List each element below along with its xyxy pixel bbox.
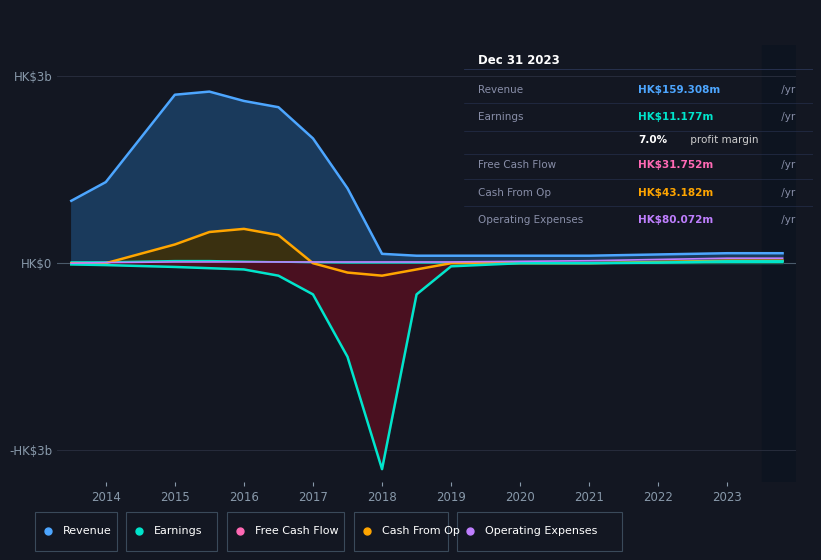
Text: HK$159.308m: HK$159.308m	[639, 85, 721, 95]
Text: Dec 31 2023: Dec 31 2023	[478, 54, 560, 67]
Text: Free Cash Flow: Free Cash Flow	[478, 160, 556, 170]
Text: Cash From Op: Cash From Op	[382, 526, 460, 535]
Text: /yr: /yr	[778, 215, 796, 225]
Text: /yr: /yr	[778, 160, 796, 170]
Text: /yr: /yr	[778, 188, 796, 198]
Text: 7.0%: 7.0%	[639, 135, 667, 145]
Text: HK$43.182m: HK$43.182m	[639, 188, 713, 198]
Text: Earnings: Earnings	[154, 526, 203, 535]
Text: Earnings: Earnings	[478, 112, 523, 122]
Text: profit margin: profit margin	[687, 135, 759, 145]
Text: /yr: /yr	[778, 112, 796, 122]
Text: HK$11.177m: HK$11.177m	[639, 112, 713, 122]
Text: /yr: /yr	[778, 85, 796, 95]
Text: Revenue: Revenue	[62, 526, 111, 535]
Text: HK$31.752m: HK$31.752m	[639, 160, 713, 170]
Text: Operating Expenses: Operating Expenses	[485, 526, 598, 535]
Text: HK$80.072m: HK$80.072m	[639, 215, 713, 225]
Bar	[762, 45, 810, 482]
Text: Revenue: Revenue	[478, 85, 523, 95]
Text: Free Cash Flow: Free Cash Flow	[255, 526, 338, 535]
Text: Cash From Op: Cash From Op	[478, 188, 551, 198]
Text: Operating Expenses: Operating Expenses	[478, 215, 583, 225]
